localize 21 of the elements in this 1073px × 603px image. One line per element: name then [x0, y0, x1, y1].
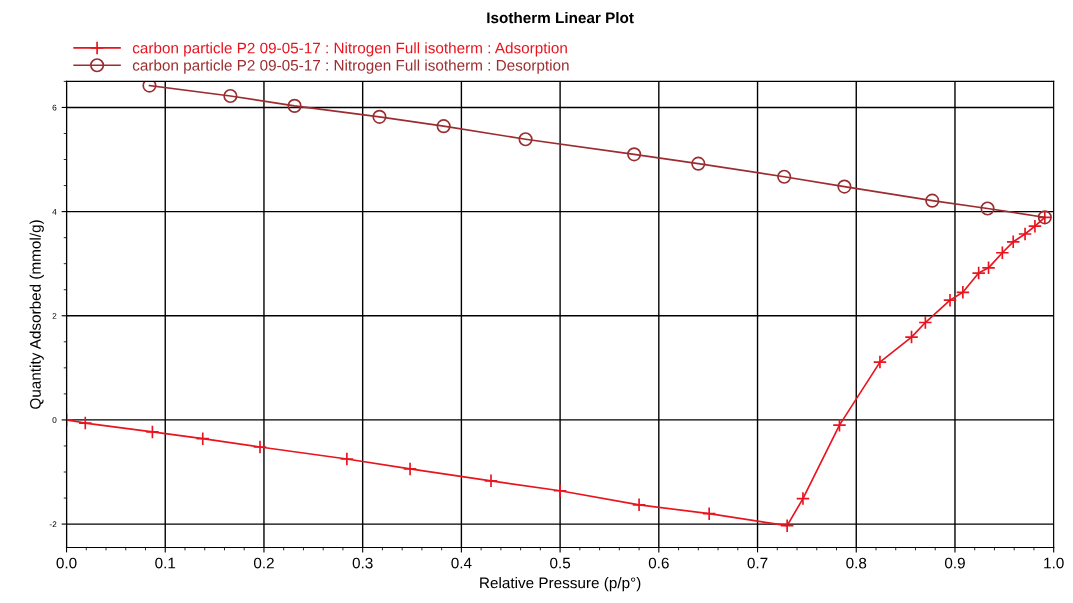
x-tick-label: 0.8 [846, 557, 867, 569]
y-tick-label: -2 [49, 521, 57, 528]
y-axis-title: Quantity Adsorbed (mmol/g) [29, 220, 44, 409]
x-tick-label: 1.0 [1044, 557, 1064, 569]
legend-label: carbon particle P2 09-05-17 : Nitrogen Full isotherm : Desorption [132, 59, 569, 74]
legend-label: carbon particle P2 09-05-17 : Nitrogen Full isotherm : Adsorption [132, 42, 567, 57]
x-tick-label: 0.7 [747, 557, 768, 569]
x-axis-title: Relative Pressure (p/p°) [480, 577, 641, 592]
chart-title: Isotherm Linear Plot [487, 12, 634, 24]
x-tick-label: 0.9 [944, 557, 965, 569]
x-tick-label: 0.4 [451, 557, 472, 569]
x-tick-label: 0.6 [648, 557, 669, 569]
x-tick-label: 0.3 [352, 557, 373, 569]
y-tick-label: 2 [52, 312, 57, 319]
x-tick-label: 0.0 [56, 557, 77, 569]
y-tick-label: 4 [52, 208, 57, 215]
x-tick-label: 0.1 [155, 557, 176, 569]
y-tick-label: 6 [52, 104, 57, 111]
y-tick-label: 0 [52, 417, 57, 424]
x-tick-label: 0.2 [253, 557, 274, 569]
x-tick-label: 0.5 [550, 557, 571, 569]
